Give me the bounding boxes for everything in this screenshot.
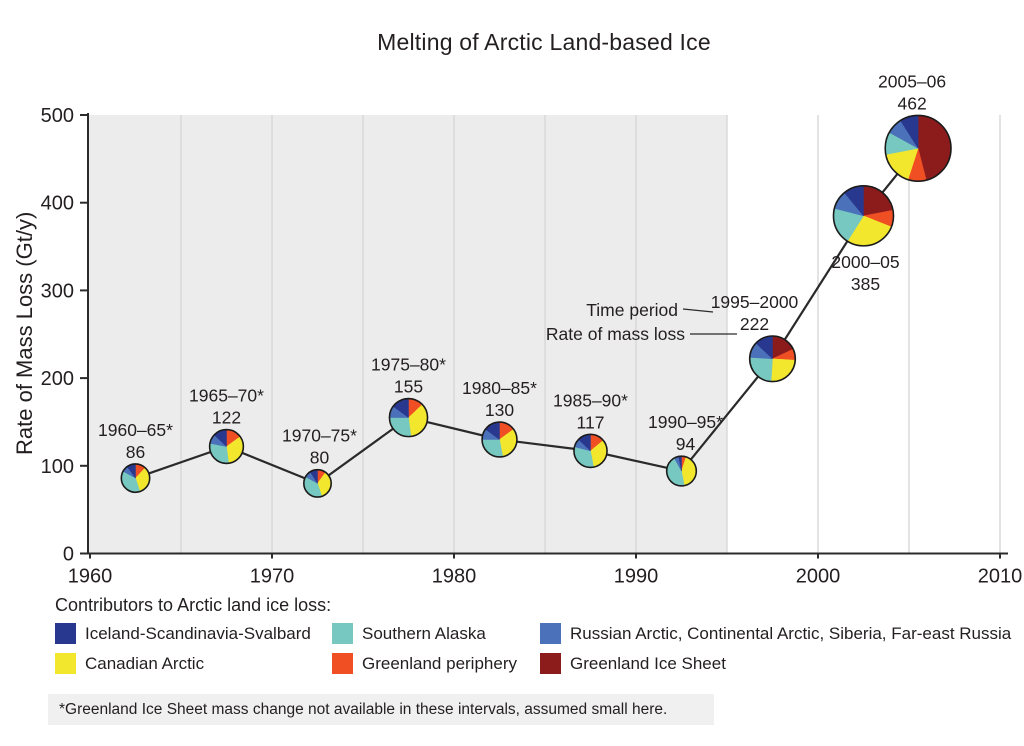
data-line — [135, 147, 919, 485]
point-label-1985-90: 1985–90*117 — [553, 390, 628, 432]
x-tick-label: 1970 — [250, 566, 295, 588]
point-label-1980-85: 1980–85*130 — [462, 378, 537, 420]
pie-outline — [748, 335, 797, 383]
point-label-1960-65: 1960–65*86 — [98, 420, 173, 462]
pie-1975-80 — [388, 397, 429, 438]
pie-outline — [573, 433, 608, 469]
point-value-label: 155 — [394, 377, 423, 397]
pie-2000-05 — [832, 185, 895, 247]
point-label-1965-70: 1965–70*122 — [189, 386, 264, 428]
legend-label: Southern Alaska — [362, 623, 486, 643]
legend-grid: Iceland-Scandinavia-Svalbard Southern Ala… — [55, 623, 1011, 674]
x-tick-label: 1980 — [432, 566, 477, 588]
point-period-label: 1970–75* — [282, 426, 357, 446]
y-tick-label: 400 — [41, 193, 74, 215]
footnote-text: *Greenland Ice Sheet mass change not ava… — [59, 700, 668, 718]
annotation-text: Rate of mass loss — [546, 324, 685, 344]
x-tick-label: 2000 — [796, 566, 841, 588]
pie-1970-75 — [303, 468, 332, 498]
legend-swatch — [332, 653, 353, 674]
pie-outline — [665, 455, 698, 487]
pie-outline — [120, 463, 151, 494]
annotation-leader-line — [682, 308, 714, 313]
pie-1990-95 — [665, 455, 698, 487]
point-label-1970-75: 1970–75*80 — [282, 426, 357, 468]
y-tick-label: 0 — [63, 544, 74, 566]
point-period-label: 1975–80* — [371, 355, 446, 375]
pie-2005-06 — [884, 114, 952, 183]
point-label-1990-95: 1990–95*94 — [648, 412, 723, 454]
point-period-label: 2000–05 — [831, 252, 899, 272]
pie-outline — [388, 397, 429, 438]
legend-item-Greenland-periphery: Greenland periphery — [332, 653, 540, 674]
y-tick-label: 200 — [41, 368, 74, 390]
point-period-label: 1990–95* — [648, 412, 723, 432]
y-tick-label: 300 — [41, 280, 74, 302]
legend-swatch — [55, 653, 76, 674]
legend-swatch — [540, 623, 561, 644]
pie-1965-70 — [208, 428, 245, 465]
footnote: *Greenland Ice Sheet mass change not ava… — [48, 694, 714, 725]
legend-label: Russian Arctic, Continental Arctic, Sibe… — [570, 623, 1012, 643]
point-period-label: 1980–85* — [462, 378, 537, 398]
legend-heading: Contributors to Arctic land ice loss: — [55, 595, 332, 615]
point-period-label: 1985–90* — [553, 390, 628, 410]
legend-label: Greenland periphery — [362, 653, 517, 673]
x-tick-label: 1960 — [68, 566, 113, 588]
legend-label: Canadian Arctic — [85, 653, 205, 673]
annotation-text: Time period — [586, 300, 678, 320]
y-tick-label: 500 — [41, 105, 74, 127]
pie-1980-85 — [481, 421, 518, 458]
legend-swatch — [332, 623, 353, 644]
tick-labels: 0 100 200 300 400 500 1960 1970 1980 1990 2000 2010 — [41, 105, 1023, 588]
point-value-label: 462 — [897, 93, 926, 113]
legend-label: Greenland Ice Sheet — [570, 653, 726, 673]
point-period-label: 1960–65* — [98, 420, 173, 440]
pie-1995-2000 — [748, 335, 797, 383]
x-tick-label: 1990 — [614, 566, 659, 588]
point-period-label: 2005–06 — [878, 71, 946, 91]
pie-outline — [832, 185, 895, 247]
point-label-1975-80: 1975–80*155 — [371, 355, 446, 397]
legend-item-Iceland-Scandinavia-Svalbard: Iceland-Scandinavia-Svalbard — [55, 623, 332, 644]
chart-title: Melting of Arctic Land-based Ice — [377, 29, 711, 55]
pie-outline — [481, 421, 518, 458]
legend-item-Russian-Arctic-Continental-Arctic-Siberia-Far-east-Russia: Russian Arctic, Continental Arctic, Sibe… — [540, 623, 1011, 644]
legend-swatch — [540, 653, 561, 674]
annotation-Rate-of-mass-loss: Rate of mass loss — [546, 324, 737, 344]
point-value-label: 94 — [676, 434, 696, 454]
point-value-label: 86 — [126, 442, 145, 462]
pie-1960-65 — [120, 463, 151, 494]
legend-label: Iceland-Scandinavia-Svalbard — [85, 623, 311, 643]
legend-item-Canadian-Arctic: Canadian Arctic — [55, 653, 332, 674]
pie-outline — [303, 468, 332, 498]
y-tick-label: 100 — [41, 456, 74, 478]
legend-swatch — [55, 623, 76, 644]
x-tick-label: 2010 — [978, 566, 1023, 588]
point-value-label: 130 — [485, 400, 514, 420]
annotation-Time-period: Time period — [586, 300, 714, 320]
point-value-label: 122 — [212, 408, 241, 428]
point-value-label: 222 — [740, 314, 769, 334]
point-period-label: 1995–2000 — [711, 292, 799, 312]
pie-1985-90 — [573, 433, 608, 469]
legend: Contributors to Arctic land ice loss: Ic… — [55, 595, 1011, 674]
pie-outline — [884, 114, 952, 183]
point-value-label: 117 — [577, 412, 605, 432]
pie-outline — [208, 428, 245, 465]
point-period-label: 1965–70* — [189, 386, 264, 406]
axes — [80, 113, 1008, 559]
legend-item-Greenland-Ice-Sheet: Greenland Ice Sheet — [540, 653, 1011, 674]
legend-item-Southern-Alaska: Southern Alaska — [332, 623, 540, 644]
shaded-region — [88, 115, 727, 554]
point-value-label: 385 — [851, 274, 880, 294]
point-value-label: 80 — [310, 448, 330, 468]
